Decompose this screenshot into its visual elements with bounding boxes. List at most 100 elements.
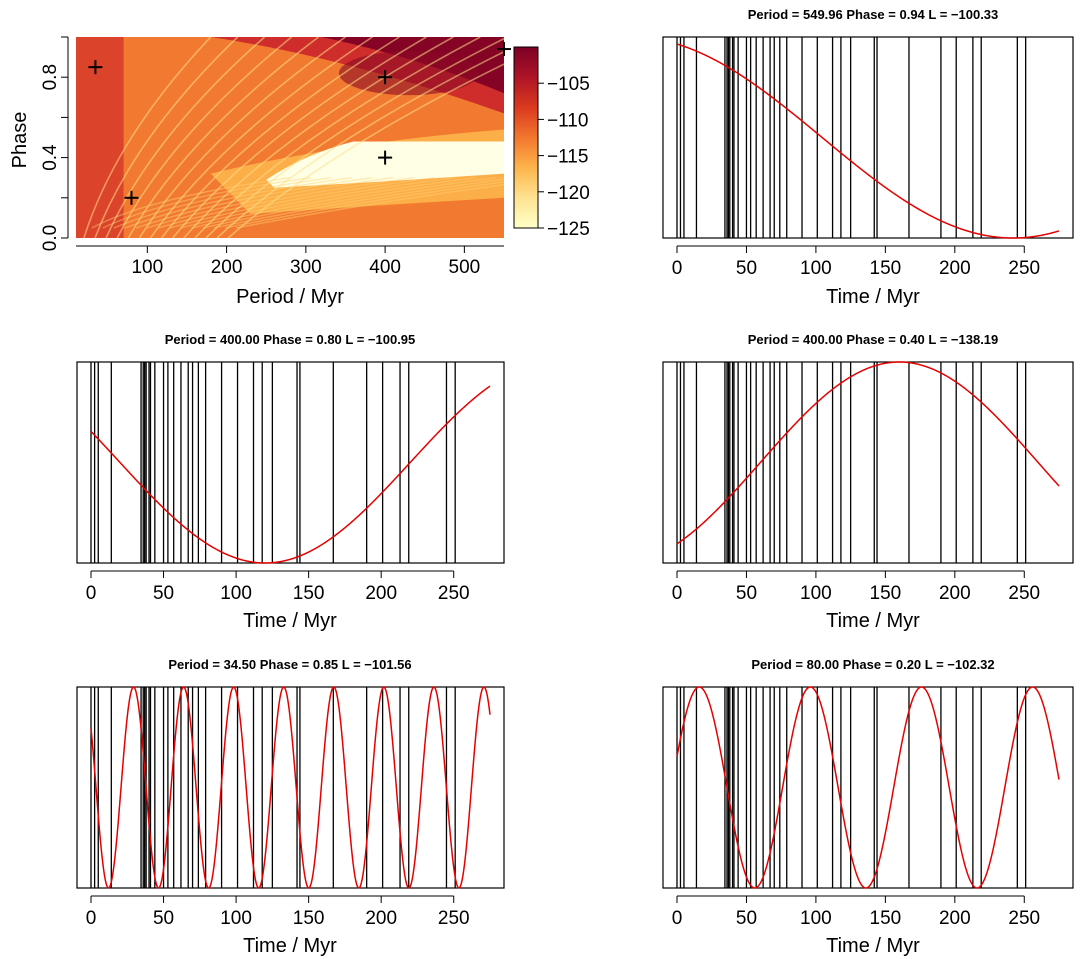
heatmap-x-tick-label: 300 [290, 257, 322, 278]
panel-3-x-tick-label: 150 [870, 583, 902, 604]
heatmap-y-tick-label: 0.8 [40, 64, 61, 90]
panel-1-x-tick-label: 0 [672, 258, 683, 279]
panel-5-title: Period = 80.00 Phase = 0.20 L = −102.32 [751, 657, 994, 672]
panel-2-x-tick-label: 200 [365, 583, 397, 604]
heatmap-markers [88, 42, 511, 205]
heatmap-streak [205, 37, 504, 238]
panel-5-x-tick-label: 50 [736, 908, 757, 929]
heatmap-marker [124, 190, 139, 205]
colorbar-tick-label: −105 [547, 74, 590, 95]
panel-1-x-tick-label: 150 [870, 258, 902, 279]
heatmap-streak [105, 37, 266, 238]
panel-1-frame [662, 36, 1074, 239]
heatmap-streak [216, 50, 504, 238]
heatmap-streak [202, 177, 497, 229]
panel-3-x-tick-label: 0 [672, 583, 683, 604]
panel-2-curve [90, 385, 491, 564]
heatmap-xlabel: Period / Myr [236, 286, 344, 308]
panel-1-x-tick-label: 50 [736, 258, 757, 279]
panel-4-curve [90, 686, 491, 889]
heatmap-streak [227, 63, 504, 238]
panel-1-x-tick-label: 250 [1008, 258, 1040, 279]
heatmap-streak [127, 37, 320, 238]
heatmap-streak [102, 177, 311, 229]
heatmap-panel: 100 200 300 400 500 0.0 0.4 0.8 Period / Myr Ph… [9, 36, 590, 308]
panel-4-x-tick-label: 150 [293, 908, 325, 929]
heatmap-y-tick-label: 0.4 [40, 144, 61, 171]
heatmap-streak [194, 37, 481, 238]
heatmap-y-tick-label: 0.0 [40, 225, 61, 251]
heatmap-streak [172, 37, 427, 238]
heatmap-x-tick-label: 200 [211, 257, 243, 278]
heatmap-streak [136, 177, 373, 229]
heatmap-streak [183, 37, 454, 238]
heatmap-streak [224, 181, 504, 229]
panel-1-title: Period = 549.96 Phase = 0.94 L = −100.33 [748, 7, 999, 22]
panel-5-x-tick-label: 100 [800, 908, 832, 929]
time-panel-3: Period = 400.00 Phase = 0.40 L = −138.19… [662, 332, 1074, 632]
heatmap-axes: 100 200 300 400 500 0.0 0.4 0.8 [40, 36, 504, 278]
heatmap-streak [147, 177, 394, 229]
panel-3-frame [662, 361, 1074, 564]
panel-3-title: Period = 400.00 Phase = 0.40 L = −138.19 [748, 332, 999, 347]
heatmap-streak [83, 37, 212, 238]
panel-3-curve [676, 361, 1060, 545]
heatmap-marker [88, 60, 103, 75]
heatmap-streak [91, 177, 291, 229]
heatmap-x-tick-label: 500 [449, 257, 481, 278]
panel-5-x-tick-label: 200 [939, 908, 971, 929]
panel-3-x-tick-label: 250 [1008, 583, 1040, 604]
panel-3-xlabel: Time / Myr [826, 610, 920, 632]
panel-1-x-tick-label: 200 [939, 258, 971, 279]
panel-4-x-tick-label: 50 [153, 908, 174, 929]
colorbar-tick-label: −110 [547, 110, 588, 131]
heatmap-ylabel: Phase [9, 112, 31, 169]
panel-2-xlabel: Time / Myr [243, 610, 337, 632]
heatmap-short-period-region [76, 37, 124, 238]
colorbar-ticks: −105 −110 −115 −120 −125 [538, 74, 590, 240]
heatmap-field [76, 37, 504, 238]
time-panel-1: Period = 549.96 Phase = 0.94 L = −100.33… [662, 7, 1074, 308]
panel-4-title: Period = 34.50 Phase = 0.85 L = −101.56 [168, 657, 411, 672]
heatmap-peak-region [338, 51, 479, 96]
heatmap-marker [378, 150, 393, 165]
panel-2-title: Period = 400.00 Phase = 0.80 L = −100.95 [165, 332, 416, 347]
panel-4-x-tick-label: 200 [365, 908, 397, 929]
panel-2-x-tick-label: 100 [220, 583, 252, 604]
panel-3-x-tick-label: 200 [939, 583, 971, 604]
heatmap-x-tick-label: 100 [131, 257, 163, 278]
panel-5-xlabel: Time / Myr [826, 935, 920, 957]
colorbar-gradient [513, 46, 539, 229]
panel-4-x-tick-label: 100 [220, 908, 252, 929]
panel-2-x-tick-label: 50 [153, 583, 174, 604]
panel-4-x-tick-label: 250 [438, 908, 470, 929]
heatmap-streak [116, 37, 293, 238]
panel-1-xlabel: Time / Myr [826, 286, 920, 308]
heatmap-streak [94, 37, 239, 238]
time-panel-2: Period = 400.00 Phase = 0.80 L = −100.95… [76, 332, 505, 632]
panel-1-x-tick-label: 100 [800, 258, 832, 279]
heatmap-streak [149, 37, 373, 238]
heatmap-streak [235, 183, 504, 229]
heatmap-x-tick-label: 400 [369, 257, 401, 278]
heatmap-streak [113, 177, 332, 229]
panel-3-x-tick-label: 100 [800, 583, 832, 604]
panel-5-x-tick-label: 150 [870, 908, 902, 929]
panel-1-curve [676, 43, 1060, 239]
heatmap-intensity-layers [76, 37, 504, 238]
panel-4-frame [76, 686, 505, 889]
panel-5-x-tick-label: 0 [672, 908, 683, 929]
colorbar-tick-label: −125 [547, 219, 590, 240]
panel-4-x-tick-label: 0 [86, 908, 97, 929]
heatmap-streak [160, 37, 400, 238]
heatmap-marker [496, 42, 511, 57]
colorbar-tick-label: −120 [547, 183, 590, 204]
panel-2-frame [76, 361, 505, 564]
panel-5-x-tick-label: 250 [1008, 908, 1040, 929]
heatmap-streak [138, 37, 346, 238]
colorbar: −105 −110 −115 −120 −125 [513, 46, 590, 240]
heatmap-streak [213, 178, 504, 229]
heatmap-marker [378, 70, 393, 85]
time-panel-5: Period = 80.00 Phase = 0.20 L = −102.32 … [662, 657, 1074, 957]
